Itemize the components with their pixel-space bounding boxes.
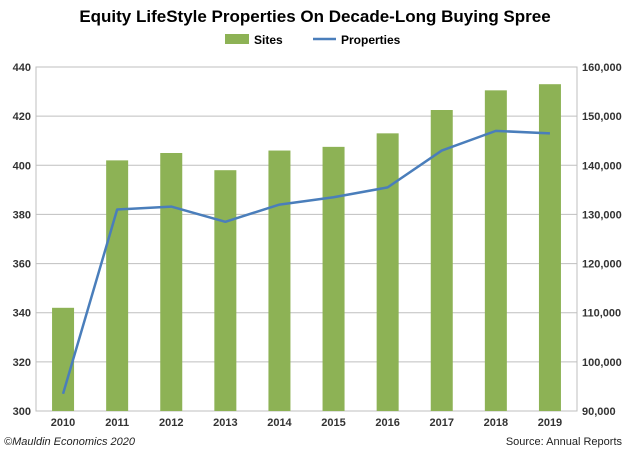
legend-sites-swatch — [225, 34, 249, 44]
bar-sites — [322, 146, 345, 411]
right-tick-label: 100,000 — [582, 357, 622, 369]
x-axis-ticks: 2010 2011 2012 2013 2014 2015 2016 2017 2018 2019 — [51, 417, 562, 429]
right-tick-label: 150,000 — [582, 111, 622, 123]
bar-sites — [376, 133, 399, 412]
left-tick-label: 380 — [13, 209, 31, 221]
left-tick-label: 360 — [13, 259, 31, 271]
left-tick-label: 440 — [13, 62, 31, 74]
bar-sites — [214, 170, 237, 411]
right-tick-label: 110,000 — [582, 308, 621, 320]
bar-sites — [160, 153, 183, 411]
left-tick-label: 300 — [13, 406, 31, 418]
left-axis-ticks: 300 320 340 360 380 400 420 440 — [13, 62, 31, 418]
bar-sites — [268, 150, 291, 412]
left-tick-label: 420 — [13, 111, 31, 123]
right-tick-label: 90,000 — [582, 406, 616, 418]
x-tick-label: 2019 — [538, 417, 562, 429]
left-tick-label: 320 — [13, 357, 31, 369]
bar-sites — [430, 110, 453, 411]
x-tick-label: 2017 — [430, 417, 454, 429]
x-tick-label: 2011 — [105, 417, 129, 429]
bar-sites — [484, 90, 507, 411]
bar-sites — [538, 84, 561, 411]
bar-sites — [106, 160, 129, 411]
bar-series-sites — [52, 84, 561, 412]
x-tick-label: 2010 — [51, 417, 75, 429]
right-tick-label: 130,000 — [582, 209, 622, 221]
right-axis-ticks: 90,000 100,000 110,000 120,000 130,000 140,00… — [582, 62, 622, 418]
x-tick-label: 2014 — [267, 417, 292, 429]
legend-properties-label: Properties — [341, 33, 401, 47]
right-tick-label: 160,000 — [582, 62, 622, 74]
x-tick-label: 2013 — [213, 417, 237, 429]
chart-title: Equity LifeStyle Properties On Decade-Lo… — [79, 7, 550, 26]
left-tick-label: 400 — [13, 160, 31, 172]
legend: Sites Properties — [225, 33, 401, 47]
x-tick-label: 2015 — [321, 417, 345, 429]
line-properties — [61, 129, 551, 395]
left-tick-label: 340 — [13, 308, 31, 320]
x-tick-label: 2016 — [375, 417, 399, 429]
legend-sites-label: Sites — [254, 33, 283, 47]
right-tick-label: 140,000 — [582, 160, 622, 172]
right-tick-label: 120,000 — [582, 259, 622, 271]
bar-sites — [52, 307, 75, 411]
line-series-properties — [61, 129, 551, 395]
copyright-note: ©Mauldin Economics 2020 — [4, 436, 136, 448]
x-tick-label: 2012 — [159, 417, 183, 429]
source-note: Source: Annual Reports — [505, 436, 622, 448]
x-tick-label: 2018 — [484, 417, 508, 429]
